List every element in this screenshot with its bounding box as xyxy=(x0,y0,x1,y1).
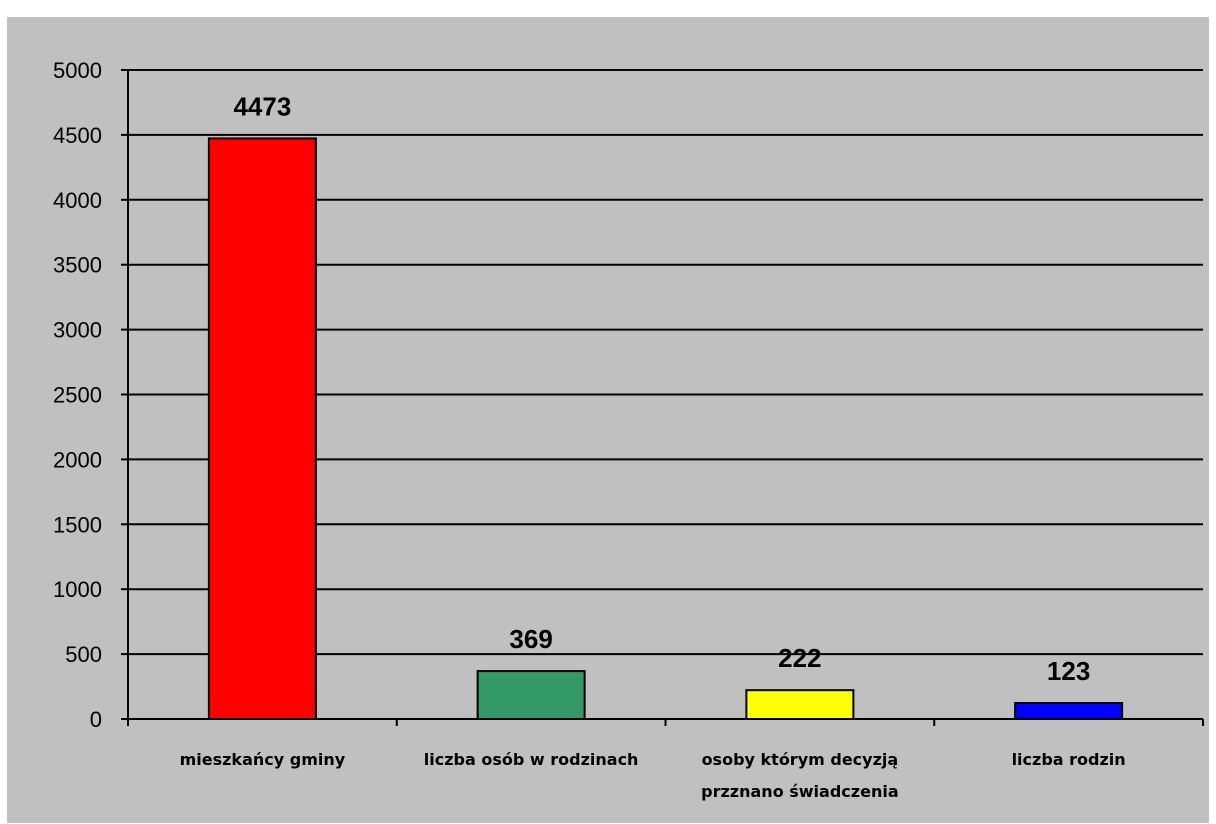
bar xyxy=(745,689,855,720)
data-label: 4473 xyxy=(233,91,291,121)
y-tick-label: 5000 xyxy=(53,58,102,83)
y-tick-label: 1500 xyxy=(53,512,102,537)
y-tick-label: 0 xyxy=(90,707,102,732)
data-label: 123 xyxy=(1047,656,1090,686)
y-tick-label: 4500 xyxy=(53,123,102,148)
y-tick-label: 3000 xyxy=(53,318,102,343)
x-category-label: osoby którym decyzją xyxy=(702,750,899,769)
x-category-label: mieszkańcy gminy xyxy=(180,750,346,769)
y-tick-label: 4000 xyxy=(53,188,102,213)
y-tick-label: 3500 xyxy=(53,253,102,278)
bar xyxy=(1014,702,1124,721)
x-category-label: liczba rodzin xyxy=(1012,750,1126,769)
bar xyxy=(476,670,586,721)
x-category-label: przznano świadczenia xyxy=(701,782,898,801)
y-tick-label: 1000 xyxy=(53,577,102,602)
data-label: 222 xyxy=(778,643,821,673)
x-category-label: liczba osób w rodzinach xyxy=(424,750,639,769)
bar xyxy=(207,137,317,720)
y-tick-label: 2000 xyxy=(53,447,102,472)
data-label: 369 xyxy=(509,624,552,654)
y-tick-label: 500 xyxy=(65,642,102,667)
chart-area xyxy=(7,17,1209,823)
y-tick-label: 2500 xyxy=(53,383,102,408)
